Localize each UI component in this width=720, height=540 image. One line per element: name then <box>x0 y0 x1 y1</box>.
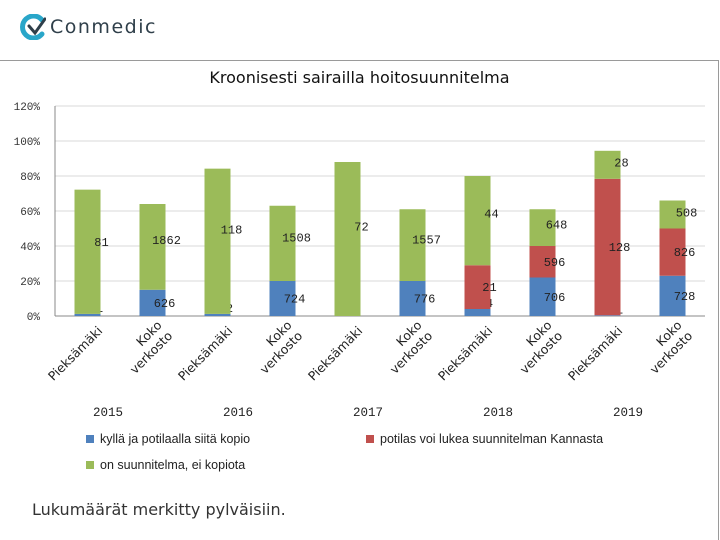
bar-segment <box>399 281 426 316</box>
legend-label-red: potilas voi lukea suunnitelman Kannasta <box>380 432 604 446</box>
x-category-label: Pieksämäki <box>435 323 495 383</box>
data-label: 128 <box>609 241 631 255</box>
data-label: 728 <box>674 290 696 304</box>
x-category-label: Kokoverkosto <box>116 318 175 377</box>
y-tick-label: 120% <box>14 102 41 114</box>
data-label: 724 <box>284 293 306 307</box>
bar-segment <box>659 200 686 229</box>
bar-segment <box>529 277 556 316</box>
bar-segment <box>74 189 101 314</box>
x-category-label: Kokoverkosto <box>636 318 695 377</box>
bar-segment <box>659 228 686 276</box>
bar-segment <box>204 168 231 314</box>
data-label: 826 <box>674 246 696 260</box>
data-label: 81 <box>94 236 108 250</box>
x-category-label-line: Pieksämäki <box>435 323 495 383</box>
data-label: 626 <box>154 297 176 311</box>
data-label: 1862 <box>152 234 181 248</box>
y-tick-label: 100% <box>14 137 41 149</box>
y-tick-label: 40% <box>20 242 40 254</box>
bar-segment <box>399 209 426 281</box>
y-tick-label: 60% <box>20 207 40 219</box>
bar-segment <box>529 209 556 246</box>
data-label: 596 <box>544 256 566 270</box>
x-category-label: Kokoverkosto <box>376 318 435 377</box>
chart-title: Kroonisesti sairailla hoitosuunnitelma <box>209 68 510 87</box>
x-category-label: Pieksämäki <box>175 323 235 383</box>
y-tick-label: 0% <box>27 312 41 324</box>
year-label: 2017 <box>353 406 383 420</box>
bar-segment <box>269 281 296 316</box>
year-label: 2019 <box>613 406 643 420</box>
bar-segment <box>464 309 491 316</box>
legend-swatch-blue <box>86 435 94 443</box>
data-label: 118 <box>221 224 243 238</box>
legend-swatch-green <box>86 461 94 469</box>
bar-segment <box>139 289 166 316</box>
bar-segment <box>529 246 556 278</box>
legend-label-blue: kyllä ja potilaalla siitä kopio <box>100 432 251 446</box>
x-category-label: Kokoverkosto <box>246 318 305 377</box>
bar-segment <box>594 150 621 179</box>
bar-segment <box>269 205 296 281</box>
footer-note: Lukumäärät merkitty pylväisiin. <box>32 500 286 519</box>
data-label: 1508 <box>282 231 311 245</box>
bar-segment <box>74 313 101 316</box>
bar-segment <box>334 162 361 316</box>
data-label: 28 <box>614 157 628 171</box>
data-label: 72 <box>354 221 368 235</box>
x-category-label-line: Pieksämäki <box>45 323 105 383</box>
data-label: 44 <box>484 207 498 221</box>
brand-logo: Conmedic <box>20 14 157 40</box>
data-label: 648 <box>546 219 568 233</box>
bar-segment <box>594 315 621 316</box>
x-category-label: Pieksämäki <box>305 323 365 383</box>
data-label: 776 <box>414 293 436 307</box>
legend-item-red: potilas voi lukea suunnitelman Kannasta <box>366 432 603 446</box>
brand-name: Conmedic <box>50 16 157 38</box>
bar-segment <box>464 176 491 266</box>
data-label: 1557 <box>412 233 441 247</box>
x-category-label-line: Pieksämäki <box>175 323 235 383</box>
data-label: 21 <box>482 281 496 295</box>
bar-segment <box>594 178 621 316</box>
x-category-label: Pieksämäki <box>565 323 625 383</box>
year-label: 2018 <box>483 406 513 420</box>
y-tick-label: 80% <box>20 172 40 184</box>
x-category-label-line: Pieksämäki <box>305 323 365 383</box>
year-label: 2016 <box>223 406 253 420</box>
x-category-label-line: Pieksämäki <box>565 323 625 383</box>
legend-label-green: on suunnitelma, ei kopiota <box>100 458 246 472</box>
legend-item-green: on suunnitelma, ei kopiota <box>86 458 245 472</box>
bar-segment <box>659 275 686 316</box>
conmedic-logo-icon <box>20 14 46 40</box>
bar-segment <box>464 265 491 309</box>
data-label: 508 <box>676 206 698 220</box>
x-category-label: Pieksämäki <box>45 323 105 383</box>
legend-item-blue: kyllä ja potilaalla siitä kopio <box>86 432 250 446</box>
x-category-label: Kokoverkosto <box>506 318 565 377</box>
year-label: 2015 <box>93 406 123 420</box>
legend-swatch-red <box>366 435 374 443</box>
data-label: 706 <box>544 291 566 305</box>
bar-segment <box>204 313 231 316</box>
bar-segment <box>139 204 166 290</box>
y-tick-label: 20% <box>20 277 40 289</box>
